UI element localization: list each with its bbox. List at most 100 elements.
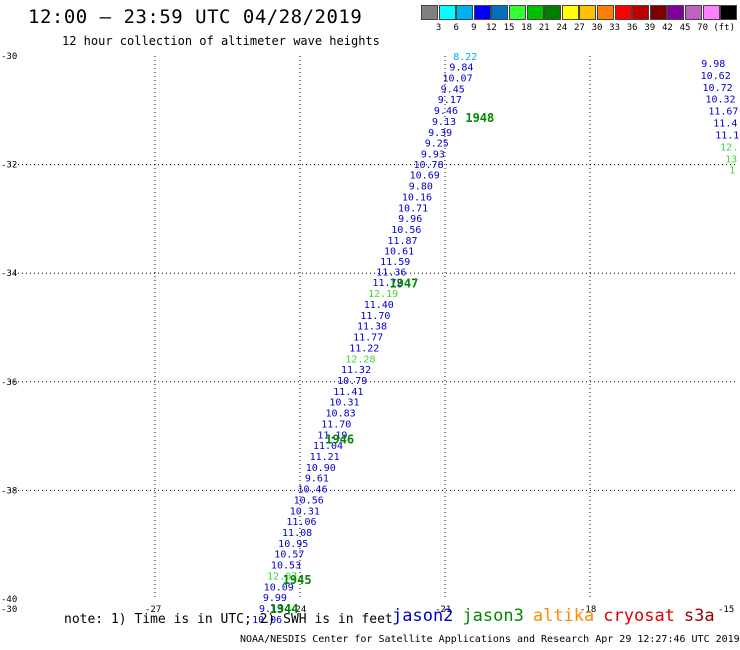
data-point-label: 9.84 [449,63,473,74]
data-point-label: 9.13 [259,604,283,615]
legend-jason2: jason2 [392,606,454,626]
scale-swatch [685,5,702,20]
data-point-label: 10.72 [703,83,733,94]
data-point-label: 11.08 [282,528,312,539]
scale-swatch [544,5,562,20]
scale-swatch [614,5,632,20]
data-point-label: 9.46 [434,106,458,117]
data-point-label: 9.98 [701,59,725,70]
data-point-label: 11.06 [286,517,316,528]
data-point-label: 12. [720,142,738,153]
scale-label: 33 [609,23,621,33]
data-point-label: 12.19 [368,289,398,300]
y-tick-label: -36 [1,378,17,388]
scale-label: 3 [435,23,442,33]
data-point-label: 10.32 [705,95,735,106]
footer-credit: NOAA/NESDIS Center for Satellite Applica… [240,634,740,645]
scale-label: 18 [521,23,533,33]
data-point-label: 11.59 [380,257,410,268]
scale-swatch [632,5,650,20]
data-point-label: 11.72 [372,278,402,289]
scale-label: 21 [538,23,550,33]
data-point-label: 10.61 [384,247,414,258]
scale-swatch [579,5,597,20]
scale-label: 70 [697,23,709,33]
data-point-label: 10.16 [402,192,432,203]
data-point-label: 9.61 [305,474,329,485]
note-text: note: 1) Time is in UTC; 2) SWH is in fe… [64,612,393,627]
time-label: 1948 [465,111,494,125]
data-point-label: 11.04 [313,441,343,452]
x-tick-label: -30 [1,605,17,615]
scale-swatch [597,5,614,20]
data-point-label: 11.70 [360,311,390,322]
data-point-label: 1 [729,165,735,176]
data-point-label: 11.41 [333,387,363,398]
scale-label: 30 [591,23,603,33]
data-point-label: 11.1 [715,131,739,142]
data-point-label: 13 [725,154,737,165]
scale-swatch [509,5,526,20]
data-point-label: 10.31 [329,398,359,409]
data-point-label: 10.95 [278,539,308,550]
data-point-label: 11.19 [317,430,347,441]
time-label: 1946 [325,433,354,447]
scale-swatch [702,5,720,20]
data-point-label: 10.56 [391,225,421,236]
data-point-label: 10.78 [414,160,444,171]
x-tick-label: -24 [290,605,306,615]
data-point-label: 11.67 [708,107,738,118]
data-point-label: 10.31 [290,506,320,517]
scale-swatch [491,5,509,20]
x-tick-label: -18 [580,605,596,615]
data-point-label: 9.39 [428,128,452,139]
data-point-label: 12.28 [345,354,375,365]
data-point-label: 9.80 [409,182,433,193]
y-tick-label: -34 [1,269,17,279]
scale-swatch [421,5,438,20]
scale-label: 6 [453,23,459,33]
data-point-label: 10.53 [271,561,301,572]
data-point-label: 12.07 [267,571,297,582]
scale-label: 24 [556,23,568,33]
data-point-label: 10.46 [298,485,328,496]
scale-swatch [473,5,491,20]
data-point-label: 9.99 [263,593,287,604]
scale-label: 15 [503,23,515,33]
data-point-label: 9.96 [398,214,422,225]
y-tick-label: -30 [1,52,17,62]
data-point-label: 11.32 [341,365,371,376]
time-label: 1944 [270,602,299,616]
x-tick-label: -15 [718,605,734,615]
data-point-label: 11.40 [364,300,394,311]
scale-label: 45 [679,23,691,33]
data-point-label: 10.62 [701,71,731,82]
scale-label: 42 [661,23,673,33]
y-tick-label: -40 [1,595,17,605]
scale-swatch [649,5,667,20]
time-label: 1947 [389,276,418,290]
data-point-label: 11.21 [310,452,340,463]
scale-label: (ft) [713,23,736,33]
data-point-label: 11.70 [321,419,351,430]
scale-swatch [561,5,579,20]
scale-label: 36 [626,23,638,33]
y-tick-label: -38 [1,486,17,496]
x-tick-label: -21 [435,605,451,615]
time-label: 1945 [283,573,312,587]
scale-swatch [456,5,474,20]
data-point-label: 10.71 [398,203,428,214]
scale-label: 27 [573,23,585,33]
scale-label: 12 [485,23,497,33]
data-point-label: 10.06 [252,615,282,626]
data-point-label: 9.13 [432,117,456,128]
data-point-label: 11.87 [387,236,417,247]
data-point-label: 10.90 [306,463,336,474]
data-point-label: 10.79 [337,376,367,387]
data-point-label: 8.22 [453,52,477,63]
page-subtitle: 12 hour collection of altimeter wave hei… [62,34,380,48]
data-point-label: 10.09 [264,582,294,593]
scale-label: 9 [471,23,477,33]
scale-swatch [438,5,456,20]
